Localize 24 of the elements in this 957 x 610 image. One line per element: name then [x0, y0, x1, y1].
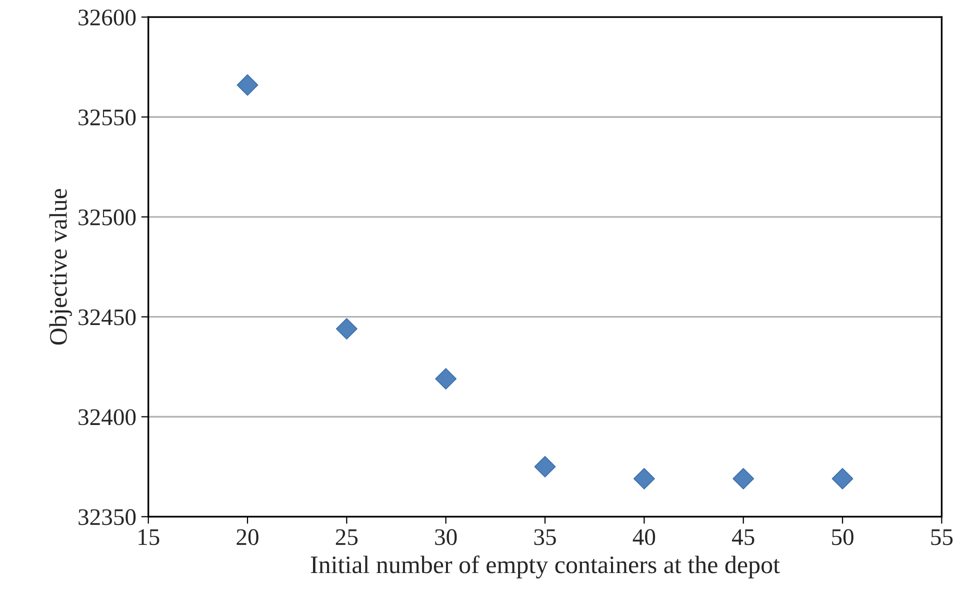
point	[236, 74, 258, 96]
y-tick-label: 32450	[78, 309, 136, 326]
point	[435, 368, 457, 390]
y-tick-label: 32350	[78, 509, 136, 526]
point	[336, 318, 358, 340]
point	[534, 456, 556, 478]
x-tick-label: 25	[336, 529, 358, 546]
y-tick-label: 32600	[78, 10, 136, 26]
point	[732, 468, 754, 490]
x-tick-label: 15	[138, 529, 160, 546]
x-axis-title: Initial number of empty containers at the depot	[310, 555, 780, 578]
x-tick-label: 30	[435, 529, 457, 546]
y-tick-label: 32550	[78, 109, 136, 126]
y-axis-title: Objective value	[49, 188, 72, 345]
x-tick-label: 55	[931, 529, 953, 546]
y-tick-label: 32400	[78, 409, 136, 426]
x-tick-label: 50	[832, 529, 854, 546]
x-tick-label: 35	[534, 529, 556, 546]
x-tick-label: 40	[632, 529, 656, 546]
x-tick-label: 45	[732, 529, 754, 546]
x-tick-label: 20	[236, 529, 258, 546]
y-tick-label: 32500	[78, 209, 136, 226]
point	[832, 468, 854, 490]
point	[633, 468, 655, 490]
